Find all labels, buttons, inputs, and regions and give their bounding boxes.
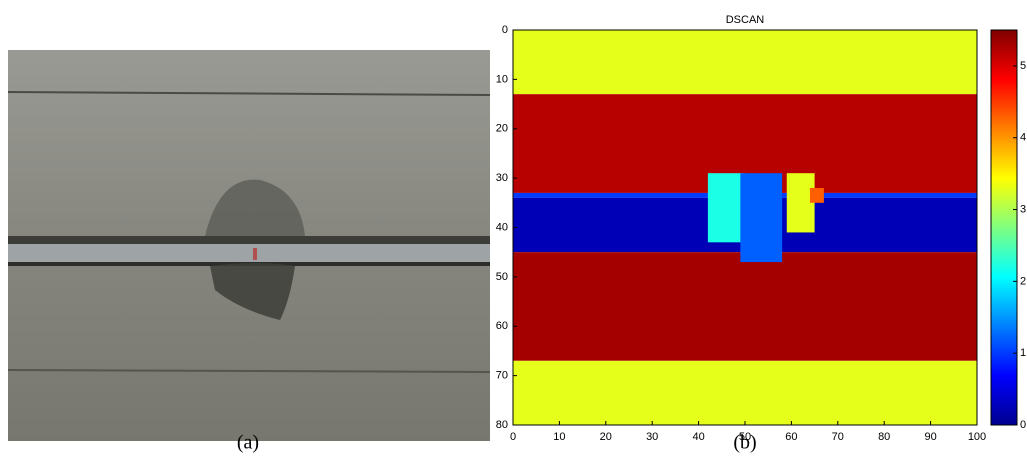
x-tick-label: 80	[878, 431, 890, 443]
photo	[7, 50, 491, 441]
colorbar-tick-label: 2	[1020, 275, 1026, 287]
colorbar-tick-label: 3	[1020, 203, 1026, 215]
x-tick-label: 0	[510, 431, 516, 443]
colorbar-tick-label: 4	[1020, 132, 1026, 144]
heatmap-cell	[513, 360, 977, 425]
x-tick-label: 70	[832, 431, 844, 443]
x-tick-label: 30	[646, 431, 658, 443]
heatmap-cell	[707, 173, 745, 243]
x-tick-label: 50	[739, 431, 751, 443]
x-tick-label: 10	[553, 431, 565, 443]
chart-title: DSCAN	[726, 14, 765, 26]
heatmap-cell	[513, 252, 977, 361]
heatmap-cell	[809, 188, 824, 203]
y-tick-label: 60	[496, 320, 508, 332]
caption: (a)	[237, 432, 259, 454]
colorbar-tick-label: 1	[1020, 347, 1026, 359]
heatmap-cell	[740, 173, 783, 263]
plot	[513, 30, 977, 425]
y-tick-label: 50	[496, 271, 508, 283]
y-tick-label: 40	[496, 221, 508, 233]
y-tick-label: 70	[496, 370, 508, 382]
y-tick-label: 20	[496, 123, 508, 135]
x-tick-label: 100	[968, 431, 986, 443]
x-tick-label: 20	[600, 431, 612, 443]
colorbar-tick-label: 5	[1020, 60, 1026, 72]
x-tick-label: 90	[924, 431, 936, 443]
x-tick-label: 40	[692, 431, 704, 443]
y-tick-label: 30	[496, 172, 508, 184]
caption: (b)	[733, 432, 756, 454]
x-tick-label: 60	[785, 431, 797, 443]
colorbar	[990, 29, 1018, 426]
y-tick-label: 0	[502, 24, 508, 36]
y-tick-label: 80	[496, 419, 508, 431]
heatmap-cell	[513, 30, 977, 95]
colorbar-tick-label: 0	[1020, 419, 1026, 431]
y-tick-label: 10	[496, 73, 508, 85]
